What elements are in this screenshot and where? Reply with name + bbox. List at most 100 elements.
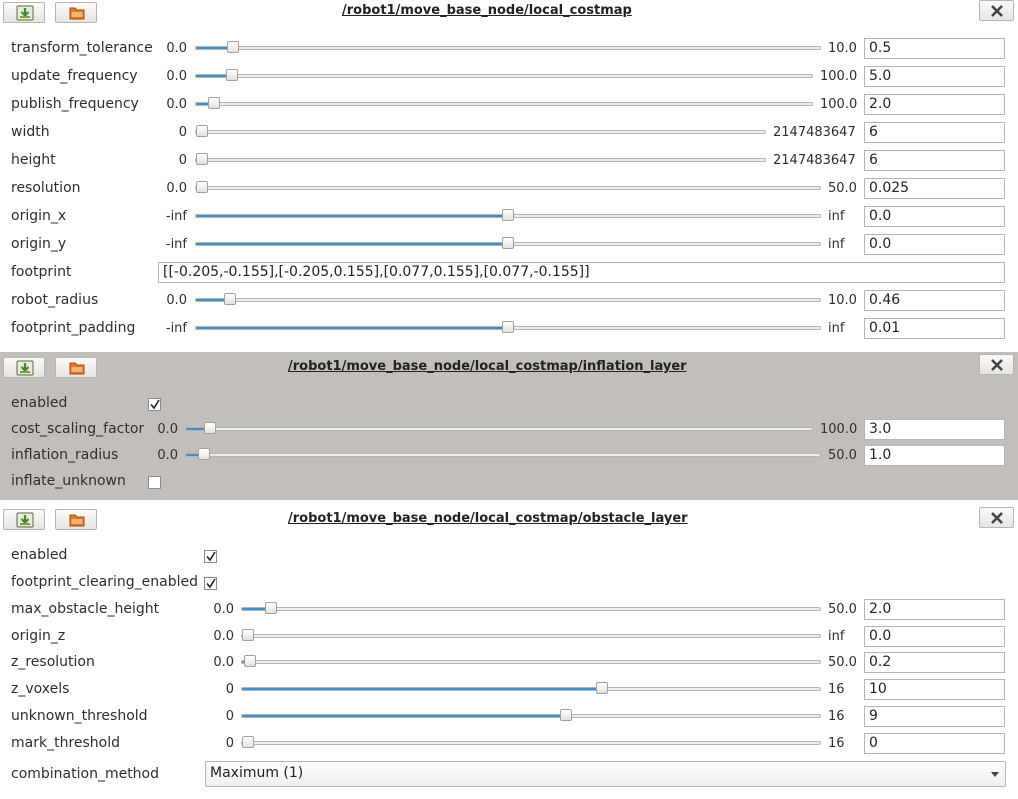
update-frequency-input[interactable]: 5.0 <box>864 66 1005 87</box>
save-icon <box>16 512 34 528</box>
slider-handle[interactable] <box>244 655 257 667</box>
slider-min-label: 0 <box>225 709 234 724</box>
width-input[interactable]: 6 <box>864 122 1005 143</box>
max-obstacle-height-slider[interactable] <box>241 602 821 614</box>
origin-z-input[interactable]: 0.0 <box>864 626 1005 647</box>
mark-threshold-input[interactable]: 0 <box>864 733 1005 754</box>
z-voxels-input[interactable]: 10 <box>864 679 1005 700</box>
slider-handle[interactable] <box>208 97 221 109</box>
slider-max-label: 10.0 <box>828 293 857 308</box>
slider-handle[interactable] <box>198 448 211 460</box>
slider-min-label: 0 <box>178 125 187 140</box>
width-slider[interactable] <box>195 125 766 137</box>
slider-handle[interactable] <box>502 209 514 221</box>
origin-x-slider[interactable] <box>195 209 821 221</box>
publish-frequency-input[interactable]: 2.0 <box>864 94 1005 115</box>
slider-handle[interactable] <box>196 153 208 165</box>
z-resolution-input[interactable]: 0.2 <box>864 652 1005 673</box>
unknown-threshold-input[interactable]: 9 <box>864 706 1005 727</box>
param-label-origin-x: origin_x <box>11 208 67 224</box>
panel-inflation-layer: /robot1/move_base_node/local_costmap/inf… <box>0 352 1018 500</box>
robot-radius-input[interactable]: 0.46 <box>864 290 1005 311</box>
load-config-button[interactable] <box>55 357 97 378</box>
close-icon <box>991 359 1003 371</box>
origin-x-input[interactable]: 0.0 <box>864 206 1005 227</box>
footprint-padding-slider[interactable] <box>195 321 821 333</box>
footprint-input[interactable]: [[-0.205,-0.155],[-0.205,0.155],[0.077,0… <box>158 262 1005 283</box>
close-panel-button[interactable] <box>979 0 1014 21</box>
slider-handle[interactable] <box>242 629 254 641</box>
param-label-inflation-radius: inflation_radius <box>11 447 119 463</box>
param-label-resolution: resolution <box>11 180 81 196</box>
slider-handle[interactable] <box>560 709 573 721</box>
resolution-input[interactable]: 0.025 <box>864 178 1005 199</box>
slider-handle[interactable] <box>204 422 217 434</box>
load-icon <box>69 514 85 527</box>
close-panel-button[interactable] <box>979 354 1014 375</box>
slider-handle[interactable] <box>595 682 608 694</box>
robot-radius-slider[interactable] <box>195 293 821 305</box>
save-config-button[interactable] <box>3 357 45 378</box>
save-config-button[interactable] <box>3 2 45 23</box>
origin-y-slider[interactable] <box>195 237 821 249</box>
param-label-inflate-unknown: inflate_unknown <box>11 473 126 489</box>
publish-frequency-slider[interactable] <box>195 97 813 109</box>
origin-y-input[interactable]: 0.0 <box>864 234 1005 255</box>
chevron-down-icon <box>991 772 999 777</box>
slider-handle[interactable] <box>226 41 239 53</box>
slider-min-label: 0.0 <box>166 69 187 84</box>
param-label-publish-frequency: publish_frequency <box>11 96 139 112</box>
slider-handle[interactable] <box>502 237 514 249</box>
enabled-checkbox[interactable] <box>204 550 217 563</box>
update-frequency-slider[interactable] <box>195 69 813 81</box>
footprint-padding-input[interactable]: 0.01 <box>864 318 1005 339</box>
slider-max-label: 100.0 <box>820 69 858 84</box>
origin-z-slider[interactable] <box>241 629 821 641</box>
footprint-clearing-enabled-checkbox[interactable] <box>204 577 217 590</box>
slider-handle[interactable] <box>196 181 208 193</box>
slider-handle[interactable] <box>502 321 514 333</box>
panel-title: /robot1/move_base_node/local_costmap/inf… <box>288 359 687 374</box>
inflation-radius-input[interactable]: 1.0 <box>864 445 1005 466</box>
slider-max-label: 16 <box>828 682 845 697</box>
cost-scaling-factor-slider[interactable] <box>185 422 813 434</box>
checkmark-icon <box>150 399 160 410</box>
combination-method-dropdown[interactable]: Maximum (1) <box>205 761 1006 787</box>
slider-min-label: 0.0 <box>213 602 234 617</box>
slider-handle[interactable] <box>264 602 277 614</box>
transform-tolerance-slider[interactable] <box>195 41 821 53</box>
enabled-checkbox[interactable] <box>148 398 161 411</box>
inflate-unknown-checkbox[interactable] <box>148 476 161 489</box>
transform-tolerance-input[interactable]: 0.5 <box>864 38 1005 59</box>
slider-handle[interactable] <box>226 69 239 81</box>
inflation-radius-slider[interactable] <box>185 448 821 460</box>
slider-fill <box>196 75 233 77</box>
unknown-threshold-slider[interactable] <box>241 709 821 721</box>
load-config-button[interactable] <box>55 2 97 23</box>
mark-threshold-slider[interactable] <box>241 736 821 748</box>
param-label-height: height <box>11 152 56 168</box>
param-label-mark-threshold: mark_threshold <box>11 735 121 751</box>
slider-handle[interactable] <box>196 125 208 137</box>
resolution-slider[interactable] <box>195 181 821 193</box>
height-slider[interactable] <box>195 153 766 165</box>
slider-fill <box>242 608 271 610</box>
param-label-combination-method: combination_method <box>11 766 160 782</box>
slider-min-label: 0.0 <box>157 448 178 463</box>
param-label-max-obstacle-height: max_obstacle_height <box>11 601 160 617</box>
slider-max-label: 50.0 <box>828 602 857 617</box>
height-input[interactable]: 6 <box>864 150 1005 171</box>
z-resolution-slider[interactable] <box>241 655 821 667</box>
panel-title: /robot1/move_base_node/local_costmap/obs… <box>288 511 688 526</box>
param-label-origin-y: origin_y <box>11 236 67 252</box>
z-voxels-slider[interactable] <box>241 682 821 694</box>
load-config-button[interactable] <box>55 509 97 530</box>
save-config-button[interactable] <box>3 509 45 530</box>
max-obstacle-height-input[interactable]: 2.0 <box>864 599 1005 620</box>
slider-handle[interactable] <box>224 293 237 305</box>
slider-handle[interactable] <box>242 736 254 748</box>
param-label-footprint-padding: footprint_padding <box>11 320 136 336</box>
slider-min-label: -inf <box>165 321 187 336</box>
cost-scaling-factor-input[interactable]: 3.0 <box>864 419 1005 440</box>
close-panel-button[interactable] <box>979 507 1014 528</box>
